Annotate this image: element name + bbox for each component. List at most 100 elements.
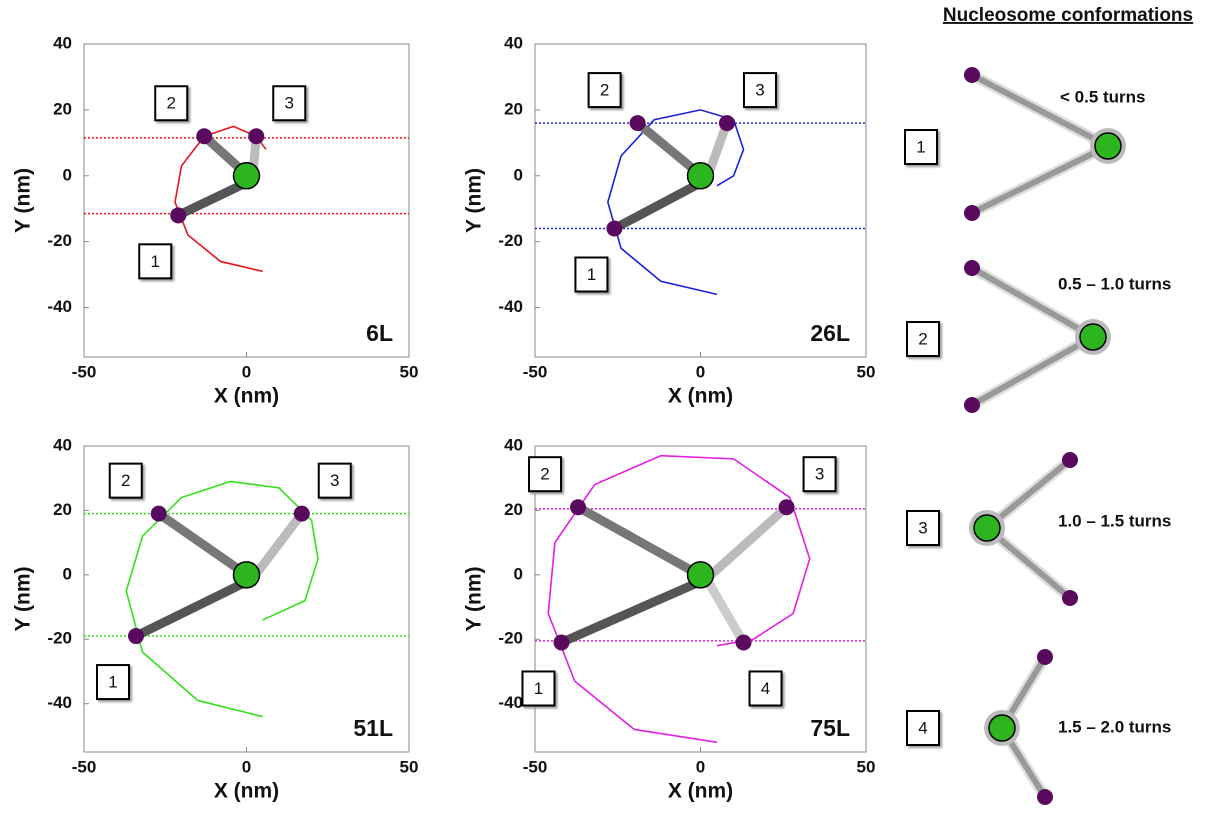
turns-label: 0.5 – 1.0 turns <box>1058 274 1171 293</box>
nucleosome <box>570 499 586 515</box>
y-tick-label: 20 <box>504 500 523 519</box>
arm <box>972 146 1108 213</box>
nucleosome <box>1062 452 1078 468</box>
nucleosome <box>248 128 264 144</box>
conformation-label: 1 <box>916 137 925 156</box>
turns-label: 1.5 – 2.0 turns <box>1058 717 1171 736</box>
y-tick-label: 40 <box>53 33 72 52</box>
nucleosome <box>736 634 752 650</box>
x-tick-label: -50 <box>72 757 97 776</box>
y-tick-label: -40 <box>47 693 72 712</box>
x-axis-label: X (nm) <box>214 385 279 408</box>
point-label: 3 <box>330 471 339 490</box>
y-tick-label: 20 <box>53 500 72 519</box>
plot-area <box>84 44 409 357</box>
core <box>1095 133 1121 159</box>
panel-title: Nucleosome conformations <box>943 5 1193 26</box>
point-label: 3 <box>285 94 294 113</box>
x-tick-label: -50 <box>523 362 548 381</box>
y-axis-label: Y (nm) <box>463 168 486 233</box>
y-axis-label: Y (nm) <box>12 168 35 233</box>
y-tick-label: 40 <box>504 435 523 454</box>
y-tick-label: -20 <box>47 231 72 250</box>
nucleosome <box>964 205 980 221</box>
y-tick-label: -40 <box>47 297 72 316</box>
y-tick-label: 0 <box>63 564 72 583</box>
x-tick-label: 0 <box>696 757 705 776</box>
point-label: 1 <box>151 252 160 271</box>
plot-area <box>535 44 866 357</box>
core <box>989 715 1015 741</box>
x-tick-label: 50 <box>400 362 419 381</box>
y-tick-label: 0 <box>63 165 72 184</box>
y-tick-label: -20 <box>498 231 523 250</box>
nucleosome <box>1037 649 1053 665</box>
turns-label: 1.0 – 1.5 turns <box>1058 511 1171 530</box>
y-tick-label: -20 <box>498 629 523 648</box>
core <box>974 515 1000 541</box>
corner-label: 26L <box>810 320 850 346</box>
nucleosome <box>1062 590 1078 606</box>
x-tick-label: 0 <box>242 362 251 381</box>
x-tick-label: 50 <box>857 757 876 776</box>
conformation-label: 4 <box>918 718 927 737</box>
x-axis-label: X (nm) <box>668 780 733 803</box>
x-axis-label: X (nm) <box>668 385 733 408</box>
point-label: 3 <box>755 81 764 100</box>
nucleosome <box>1037 789 1053 805</box>
core <box>234 163 260 189</box>
y-tick-label: 40 <box>504 33 523 52</box>
y-tick-label: 0 <box>514 165 523 184</box>
corner-label: 6L <box>366 320 393 346</box>
point-label: 2 <box>167 94 176 113</box>
x-tick-label: 50 <box>400 757 419 776</box>
point-label: 1 <box>534 679 543 698</box>
nucleosome <box>630 115 646 131</box>
nucleosome <box>964 397 980 413</box>
y-tick-label: -20 <box>47 629 72 648</box>
y-tick-label: 0 <box>514 564 523 583</box>
nucleosome <box>779 499 795 515</box>
core <box>234 562 260 588</box>
x-tick-label: 0 <box>696 362 705 381</box>
point-label: 2 <box>121 471 130 490</box>
point-label: 2 <box>600 81 609 100</box>
y-axis-label: Y (nm) <box>12 567 35 632</box>
corner-label: 51L <box>353 715 393 741</box>
conformation-label: 3 <box>918 518 927 537</box>
nucleosome <box>964 67 980 83</box>
nucleosome <box>294 506 310 522</box>
x-tick-label: 0 <box>242 757 251 776</box>
arm <box>972 75 1108 146</box>
y-tick-label: 20 <box>53 99 72 118</box>
nucleosome <box>606 221 622 237</box>
y-tick-label: 20 <box>504 99 523 118</box>
core <box>688 163 714 189</box>
y-axis-label: Y (nm) <box>463 567 486 632</box>
corner-label: 75L <box>810 715 850 741</box>
nucleosome <box>196 128 212 144</box>
core <box>1080 324 1106 350</box>
x-axis-label: X (nm) <box>214 780 279 803</box>
y-tick-label: 40 <box>53 435 72 454</box>
conformation-label: 2 <box>918 329 927 348</box>
point-label: 1 <box>108 673 117 692</box>
nucleosome <box>553 634 569 650</box>
y-tick-label: -40 <box>498 693 523 712</box>
nucleosome <box>128 628 144 644</box>
point-label: 4 <box>761 679 770 698</box>
nucleosome <box>719 115 735 131</box>
x-tick-label: -50 <box>72 362 97 381</box>
figure: Nucleosome conformations -50050-40-20020… <box>0 0 1224 816</box>
turns-label: < 0.5 turns <box>1060 87 1146 106</box>
x-tick-label: 50 <box>857 362 876 381</box>
nucleosome <box>151 506 167 522</box>
point-label: 2 <box>540 465 549 484</box>
point-label: 3 <box>815 465 824 484</box>
point-label: 1 <box>587 265 596 284</box>
y-tick-label: -40 <box>498 297 523 316</box>
x-tick-label: -50 <box>523 757 548 776</box>
core <box>688 562 714 588</box>
arm <box>972 337 1093 405</box>
nucleosome <box>170 207 186 223</box>
